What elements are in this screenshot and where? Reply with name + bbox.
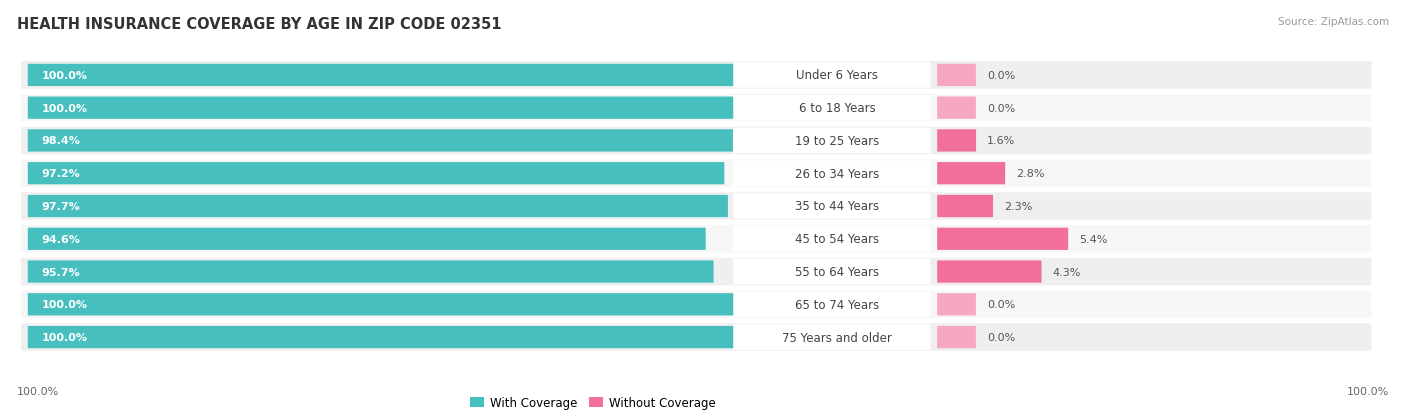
FancyBboxPatch shape (28, 228, 706, 250)
FancyBboxPatch shape (21, 160, 1371, 188)
Text: 97.2%: 97.2% (42, 169, 80, 179)
Text: 100.0%: 100.0% (42, 299, 87, 310)
FancyBboxPatch shape (938, 228, 1069, 250)
FancyBboxPatch shape (938, 97, 976, 119)
Text: 0.0%: 0.0% (987, 71, 1015, 81)
FancyBboxPatch shape (734, 226, 931, 252)
FancyBboxPatch shape (938, 163, 1005, 185)
FancyBboxPatch shape (28, 130, 733, 152)
FancyBboxPatch shape (734, 325, 931, 350)
Text: 4.3%: 4.3% (1053, 267, 1081, 277)
FancyBboxPatch shape (734, 292, 931, 317)
Text: 2.3%: 2.3% (1004, 202, 1032, 211)
Text: 95.7%: 95.7% (42, 267, 80, 277)
FancyBboxPatch shape (938, 261, 1042, 283)
FancyBboxPatch shape (28, 261, 714, 283)
Text: 26 to 34 Years: 26 to 34 Years (796, 167, 880, 180)
FancyBboxPatch shape (938, 294, 976, 316)
Text: 35 to 44 Years: 35 to 44 Years (796, 200, 879, 213)
FancyBboxPatch shape (21, 95, 1371, 122)
Text: 94.6%: 94.6% (42, 234, 80, 244)
FancyBboxPatch shape (28, 195, 728, 218)
Text: HEALTH INSURANCE COVERAGE BY AGE IN ZIP CODE 02351: HEALTH INSURANCE COVERAGE BY AGE IN ZIP … (17, 17, 502, 31)
Text: 75 Years and older: 75 Years and older (782, 331, 893, 344)
Text: 100.0%: 100.0% (1347, 387, 1389, 396)
FancyBboxPatch shape (734, 96, 931, 121)
FancyBboxPatch shape (28, 326, 744, 349)
FancyBboxPatch shape (21, 193, 1371, 220)
Text: 65 to 74 Years: 65 to 74 Years (796, 298, 880, 311)
Text: Source: ZipAtlas.com: Source: ZipAtlas.com (1278, 17, 1389, 26)
FancyBboxPatch shape (28, 97, 744, 119)
Text: 45 to 54 Years: 45 to 54 Years (796, 233, 879, 246)
FancyBboxPatch shape (938, 326, 976, 349)
FancyBboxPatch shape (938, 130, 976, 152)
Text: 2.8%: 2.8% (1017, 169, 1045, 179)
FancyBboxPatch shape (734, 63, 931, 88)
Text: 100.0%: 100.0% (42, 332, 87, 342)
FancyBboxPatch shape (28, 163, 724, 185)
FancyBboxPatch shape (938, 195, 993, 218)
FancyBboxPatch shape (734, 194, 931, 219)
Text: 55 to 64 Years: 55 to 64 Years (796, 266, 879, 278)
Text: 100.0%: 100.0% (42, 103, 87, 114)
Text: 19 to 25 Years: 19 to 25 Years (796, 135, 880, 147)
Text: 5.4%: 5.4% (1080, 234, 1108, 244)
FancyBboxPatch shape (734, 259, 931, 285)
FancyBboxPatch shape (938, 64, 976, 87)
FancyBboxPatch shape (21, 291, 1371, 318)
FancyBboxPatch shape (28, 64, 744, 87)
Text: 6 to 18 Years: 6 to 18 Years (799, 102, 876, 115)
Text: 98.4%: 98.4% (42, 136, 80, 146)
Text: 100.0%: 100.0% (17, 387, 59, 396)
FancyBboxPatch shape (734, 161, 931, 187)
Text: 100.0%: 100.0% (42, 71, 87, 81)
FancyBboxPatch shape (21, 225, 1371, 253)
Text: 1.6%: 1.6% (987, 136, 1015, 146)
Text: 0.0%: 0.0% (987, 332, 1015, 342)
FancyBboxPatch shape (21, 323, 1371, 351)
Legend: With Coverage, Without Coverage: With Coverage, Without Coverage (465, 392, 720, 413)
FancyBboxPatch shape (21, 62, 1371, 90)
FancyBboxPatch shape (734, 128, 931, 154)
FancyBboxPatch shape (21, 258, 1371, 286)
Text: 0.0%: 0.0% (987, 299, 1015, 310)
Text: Under 6 Years: Under 6 Years (796, 69, 879, 82)
FancyBboxPatch shape (21, 127, 1371, 155)
FancyBboxPatch shape (28, 294, 744, 316)
Text: 97.7%: 97.7% (42, 202, 80, 211)
Text: 0.0%: 0.0% (987, 103, 1015, 114)
